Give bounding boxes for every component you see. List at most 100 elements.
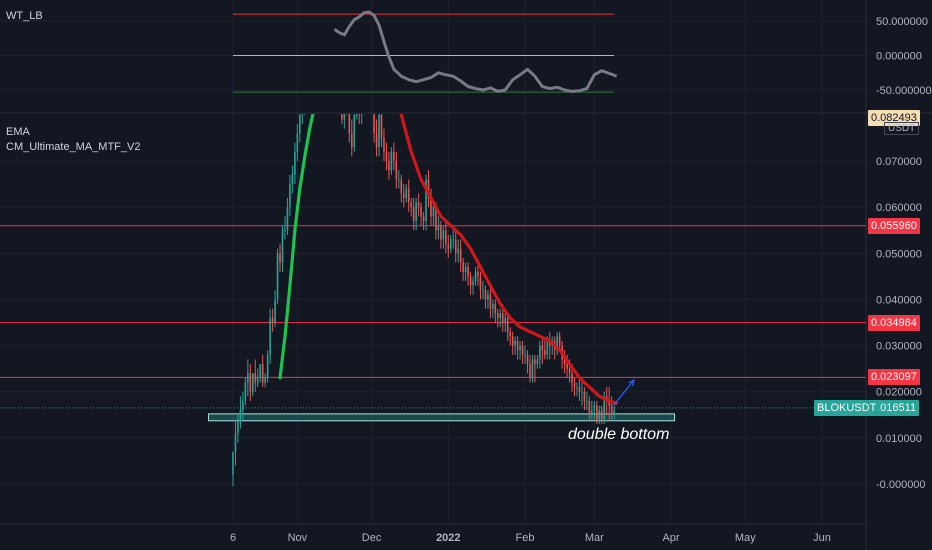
candle-body-125 — [541, 345, 544, 351]
y-tick-label-5: 0.020000 — [876, 387, 922, 399]
candle-body-143 — [586, 400, 588, 402]
wt-y-tick-label-1: 0.000000 — [876, 51, 922, 63]
candle-body-0 — [232, 451, 234, 475]
x-tick-label-4: Feb — [516, 532, 535, 544]
arrow-shaft — [613, 379, 635, 406]
candle-body-9 — [254, 373, 257, 383]
x-tick-label-2: Dec — [362, 532, 382, 544]
candle-body-140 — [578, 387, 581, 392]
y-tick-label-0: 0.070000 — [876, 156, 922, 168]
candle-body-12 — [261, 364, 264, 383]
candlesticks — [232, 114, 615, 487]
candle-body-123 — [536, 359, 539, 365]
ma-line-0 — [278, 114, 315, 380]
candle-body-74 — [415, 202, 417, 221]
candle-body-6 — [247, 373, 249, 383]
candle-body-121 — [531, 359, 534, 378]
candle-body-152 — [608, 400, 610, 406]
price-tag-2: 0.023097 — [868, 369, 920, 386]
candle-body-15 — [269, 317, 271, 355]
candle-body-142 — [583, 391, 586, 401]
candle-body-79 — [427, 179, 430, 198]
currency-label[interactable]: USDT — [884, 122, 920, 135]
candle-body-21 — [284, 230, 286, 232]
candle-body-97 — [472, 280, 474, 286]
candle-body-108 — [499, 313, 502, 318]
candle-body-92 — [459, 248, 462, 263]
candle-body-84 — [440, 225, 442, 240]
candle-body-48 — [350, 133, 353, 148]
candle-body-67 — [398, 179, 400, 181]
candle-body-51 — [358, 114, 361, 115]
x-tick-label-1: Nov — [288, 532, 308, 544]
candle-body-131 — [556, 336, 558, 351]
price-tag-1: 0.034984 — [868, 314, 920, 331]
symbol-tag[interactable]: BLOKUSDT — [814, 399, 880, 416]
candle-body-65 — [393, 151, 395, 161]
candle-body-117 — [521, 345, 524, 355]
candle-body-68 — [400, 179, 403, 194]
candle-body-124 — [539, 345, 541, 360]
candle-body-19 — [279, 253, 281, 263]
candle-body-118 — [524, 354, 526, 356]
x-tick-label-5: Mar — [585, 532, 604, 544]
candle-body-107 — [497, 313, 499, 318]
candle-body-82 — [435, 207, 437, 231]
candle-body-18 — [276, 253, 279, 300]
candle-body-109 — [501, 313, 504, 323]
candle-body-136 — [568, 368, 571, 374]
candle-body-63 — [388, 161, 390, 171]
candle-body-60 — [380, 114, 383, 138]
arrow-head — [628, 379, 635, 387]
candle-body-11 — [259, 364, 262, 378]
wt-pane — [233, 10, 618, 93]
candle-body-23 — [289, 184, 291, 208]
candle-body-138 — [573, 382, 576, 388]
axes: 0.070000 0.060000 0.050000 0.040000 0.030000… — [230, 16, 932, 544]
candle-body-16 — [271, 317, 274, 323]
candle-body-116 — [519, 345, 521, 351]
candle-body-50 — [355, 114, 358, 115]
price-levels — [0, 225, 866, 409]
ema-indicator-label[interactable]: EMA — [6, 126, 30, 138]
candle-body-86 — [445, 230, 447, 245]
candle-body-10 — [256, 377, 259, 383]
candle-body-145 — [591, 410, 593, 415]
candle-body-25 — [294, 151, 296, 175]
candle-body-106 — [494, 304, 497, 314]
y-tick-label-2: 0.050000 — [876, 248, 922, 260]
candle-body-154 — [613, 410, 615, 415]
candle-body-2 — [237, 419, 239, 434]
candle-body-147 — [595, 405, 598, 420]
candle-body-104 — [489, 294, 492, 309]
candle-body-7 — [249, 373, 252, 392]
candle-body-153 — [610, 405, 613, 415]
ma-indicator-label[interactable]: CM_Ultimate_MA_MTF_V2 — [6, 141, 141, 153]
candle-body-27 — [299, 114, 301, 134]
candle-body-14 — [266, 354, 269, 378]
candle-body-64 — [390, 151, 393, 171]
candle-body-61 — [383, 137, 385, 152]
candle-body-93 — [462, 262, 464, 272]
candle-body-44 — [341, 114, 343, 120]
price-tag-0: 0.055960 — [868, 217, 920, 234]
price-tag-3: 0.016511 — [868, 399, 920, 416]
candle-body-80 — [430, 197, 432, 217]
y-tick-label-6: 0.010000 — [876, 433, 922, 445]
y-tick-label-4: 0.030000 — [876, 341, 922, 353]
candle-body-89 — [452, 239, 455, 241]
candle-body-132 — [558, 336, 561, 346]
moving-averages — [278, 114, 619, 405]
candle-body-113 — [511, 336, 514, 346]
candle-body-58 — [375, 133, 378, 148]
candle-body-52 — [360, 114, 363, 115]
candle-body-47 — [348, 114, 351, 134]
candle-body-99 — [477, 271, 479, 277]
x-tick-label-3: 2022 — [436, 532, 460, 544]
candle-body-126 — [544, 350, 546, 355]
candle-body-26 — [296, 133, 299, 152]
candle-body-88 — [449, 239, 452, 249]
candle-body-105 — [492, 304, 494, 309]
candle-body-1 — [234, 433, 237, 452]
